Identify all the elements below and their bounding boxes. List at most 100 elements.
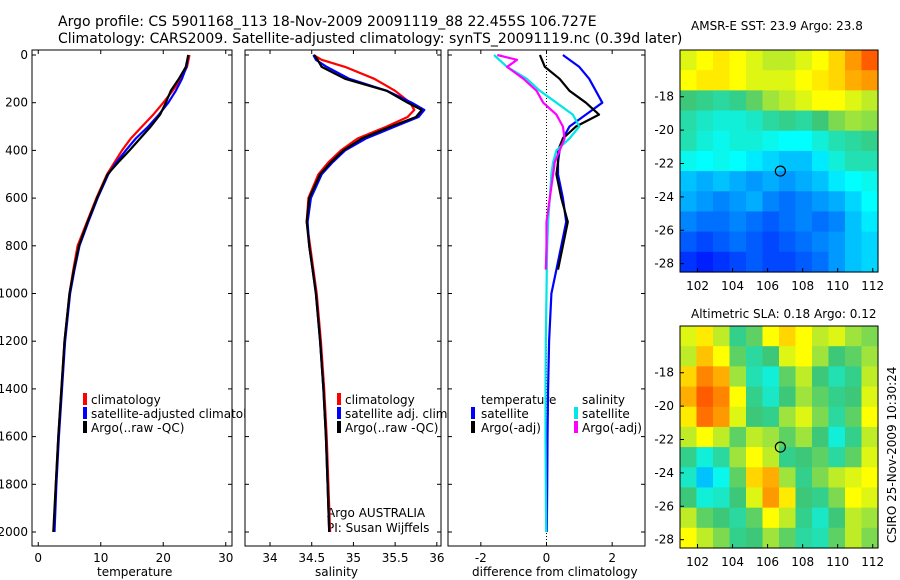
series-line-temperature-satellite [545, 54, 604, 533]
legend-label-argo: Argo(..raw -QC) [91, 421, 184, 435]
map-cell [779, 231, 797, 253]
map-cell [713, 467, 731, 489]
map-cell [828, 467, 846, 489]
legend-title-temperature: temperature [481, 393, 556, 407]
map-cell [861, 386, 879, 408]
y-tick-label: 800 [5, 239, 28, 253]
map-cell [696, 110, 714, 132]
map-x-tick-label: 110 [826, 279, 849, 293]
map-cell [795, 406, 813, 428]
map-y-tick-label: -26 [654, 223, 674, 237]
map-cell [828, 150, 846, 172]
figure-title-line1: Argo profile: CS 5901168_113 18-Nov-2009… [58, 14, 597, 30]
salinity-panel: salinity climatology satellite adj. clim… [244, 49, 451, 579]
map-cell [845, 130, 863, 152]
difference-legend: temperature salinity satellite Argo(-adj… [471, 393, 642, 435]
map-cell [812, 366, 830, 388]
x-tick-label: 35 [346, 551, 361, 565]
map-y-tick-label: -18 [654, 90, 674, 104]
map-cell [680, 70, 698, 91]
map-y-tick-label: -18 [654, 366, 674, 380]
map-cell [713, 366, 731, 388]
map-cell [680, 191, 698, 213]
map-cell [680, 406, 698, 428]
map-cell [729, 150, 747, 172]
map-y-tick-label: -24 [654, 190, 674, 204]
map-y-tick-label: -20 [654, 123, 674, 137]
map-cell [762, 447, 780, 468]
map-cell [779, 251, 797, 273]
map-cell [713, 487, 731, 509]
map-cell [713, 150, 731, 172]
map-cell [729, 346, 747, 367]
map-axes-frame [679, 49, 879, 273]
map-cell [845, 487, 863, 509]
map-cell [762, 110, 780, 132]
sla-map-title: Altimetric SLA: 0.18 Argo: 0.12 [691, 307, 876, 321]
map-cell [812, 90, 830, 112]
map-cell [795, 231, 813, 253]
y-tick-label: 2000 [0, 525, 28, 539]
map-cell [845, 110, 863, 132]
map-cell [795, 110, 813, 132]
map-x-tick-label: 104 [721, 279, 744, 293]
map-cell [845, 467, 863, 489]
map-cell [696, 406, 714, 428]
map-cell [746, 467, 764, 489]
map-cell [861, 426, 879, 448]
y-tick-label: 1600 [0, 430, 28, 444]
map-axes-frame [679, 325, 879, 549]
map-cell [861, 447, 879, 468]
map-cell [779, 406, 797, 428]
map-y-tick-label: -26 [654, 499, 674, 513]
map-cell [828, 70, 846, 91]
map-cell [696, 90, 714, 112]
pi-label: PI: Susan Wijffels [327, 521, 429, 535]
map-cell [795, 467, 813, 489]
map-cell [845, 191, 863, 213]
map-cell [762, 251, 780, 273]
y-tick-label: 1800 [0, 477, 28, 491]
map-cell [680, 110, 698, 132]
map-cell [795, 326, 813, 347]
map-cell [762, 171, 780, 192]
map-y-tick-label: -24 [654, 466, 674, 480]
map-cell [696, 527, 714, 549]
sst-map-panel: AMSR-E SST: 23.9 Argo: 23.8 102 104 106 108… [654, 19, 884, 293]
x-tick-label: 34.5 [298, 551, 325, 565]
map-cell [680, 326, 698, 347]
map-cell [762, 191, 780, 213]
map-cell [795, 70, 813, 91]
map-cell [861, 527, 879, 549]
map-cell [680, 150, 698, 172]
map-cell [861, 467, 879, 489]
map-cell [812, 150, 830, 172]
map-cell [828, 326, 846, 347]
map-cell [779, 426, 797, 448]
legend-label-temp-argo: Argo(-adj) [481, 421, 541, 435]
figure-title-line2: Climatology: CARS2009. Satellite-adjuste… [58, 31, 682, 47]
map-cell [779, 90, 797, 112]
x-tick-label: 0 [34, 551, 42, 565]
salinity-legend: climatology satellite adj. clim. Argo(..… [337, 393, 451, 435]
map-cell [779, 50, 797, 71]
map-cell [762, 386, 780, 408]
map-cell [828, 231, 846, 253]
legend-swatch-argo [337, 421, 341, 433]
map-cell [861, 211, 879, 233]
map-cell [680, 171, 698, 192]
map-cell [713, 406, 731, 428]
y-tick-label: 400 [5, 143, 28, 157]
map-cell [729, 467, 747, 489]
series-line-argo-raw-qc [52, 54, 190, 533]
sla-map-panel: Altimetric SLA: 0.18 Argo: 0.12 102 104 10… [654, 307, 884, 569]
legend-swatch-temp-argo [471, 421, 475, 433]
map-x-tick-label: 104 [721, 555, 744, 569]
series-line-temperature-argo-adj [538, 54, 601, 270]
series-line-salinity-satellite [493, 54, 581, 533]
map-cell [729, 171, 747, 192]
legend-label-sal-satellite: satellite [582, 407, 630, 421]
map-cell [828, 406, 846, 428]
map-cell [861, 150, 879, 172]
map-cell [779, 150, 797, 172]
